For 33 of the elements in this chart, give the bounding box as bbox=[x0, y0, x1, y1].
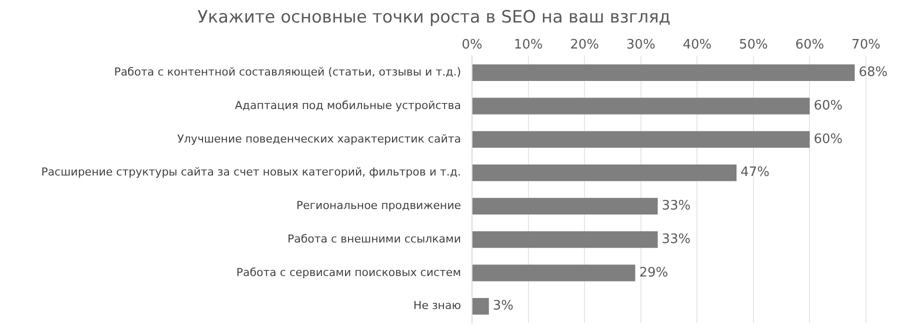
y-tick-label: Не знаю bbox=[413, 299, 461, 312]
y-tick-label: Работа с контентной составляющей (статьи, отзывы и т.д.) bbox=[114, 66, 461, 79]
data-label: 29% bbox=[639, 265, 668, 280]
data-label: 33% bbox=[662, 232, 691, 247]
y-tick-label: Региональное продвижение bbox=[296, 199, 462, 212]
bar bbox=[472, 131, 810, 148]
data-label: 60% bbox=[814, 132, 843, 147]
y-tick-label: Адаптация под мобильные устройства bbox=[234, 98, 461, 112]
data-label: 3% bbox=[492, 298, 514, 314]
x-tick-label: 20% bbox=[570, 38, 600, 53]
y-tick-label: Работа с внешними ссылками bbox=[287, 232, 461, 246]
y-tick-label: Улучшение поведенческих характеристик сайта bbox=[177, 132, 461, 146]
x-tick-label: 0% bbox=[462, 38, 482, 53]
bar bbox=[472, 164, 737, 182]
data-label: 68% bbox=[858, 65, 888, 80]
bar bbox=[472, 64, 855, 82]
chart-title: Укажите основные точки роста в SEO на ваш взгляд bbox=[197, 8, 671, 28]
bar bbox=[472, 298, 489, 315]
x-tick-label: 30% bbox=[626, 38, 656, 53]
x-tick-label: 60% bbox=[795, 38, 824, 53]
x-tick-label: 40% bbox=[682, 38, 712, 53]
y-tick-label: Работа с сервисами поисковых систем bbox=[236, 266, 461, 279]
bar bbox=[472, 264, 636, 282]
x-tick-label: 70% bbox=[852, 38, 880, 53]
x-tick-label: 10% bbox=[514, 38, 543, 53]
bar bbox=[472, 198, 658, 215]
bar bbox=[472, 231, 658, 248]
data-label: 60% bbox=[814, 98, 843, 114]
data-label: 33% bbox=[662, 198, 691, 214]
data-label: 47% bbox=[740, 165, 770, 180]
y-tick-label: Расширение структуры сайта за счет новых категорий, фильтров и т.д. bbox=[41, 166, 461, 179]
bar bbox=[472, 98, 810, 114]
x-tick-label: 50% bbox=[738, 38, 768, 53]
